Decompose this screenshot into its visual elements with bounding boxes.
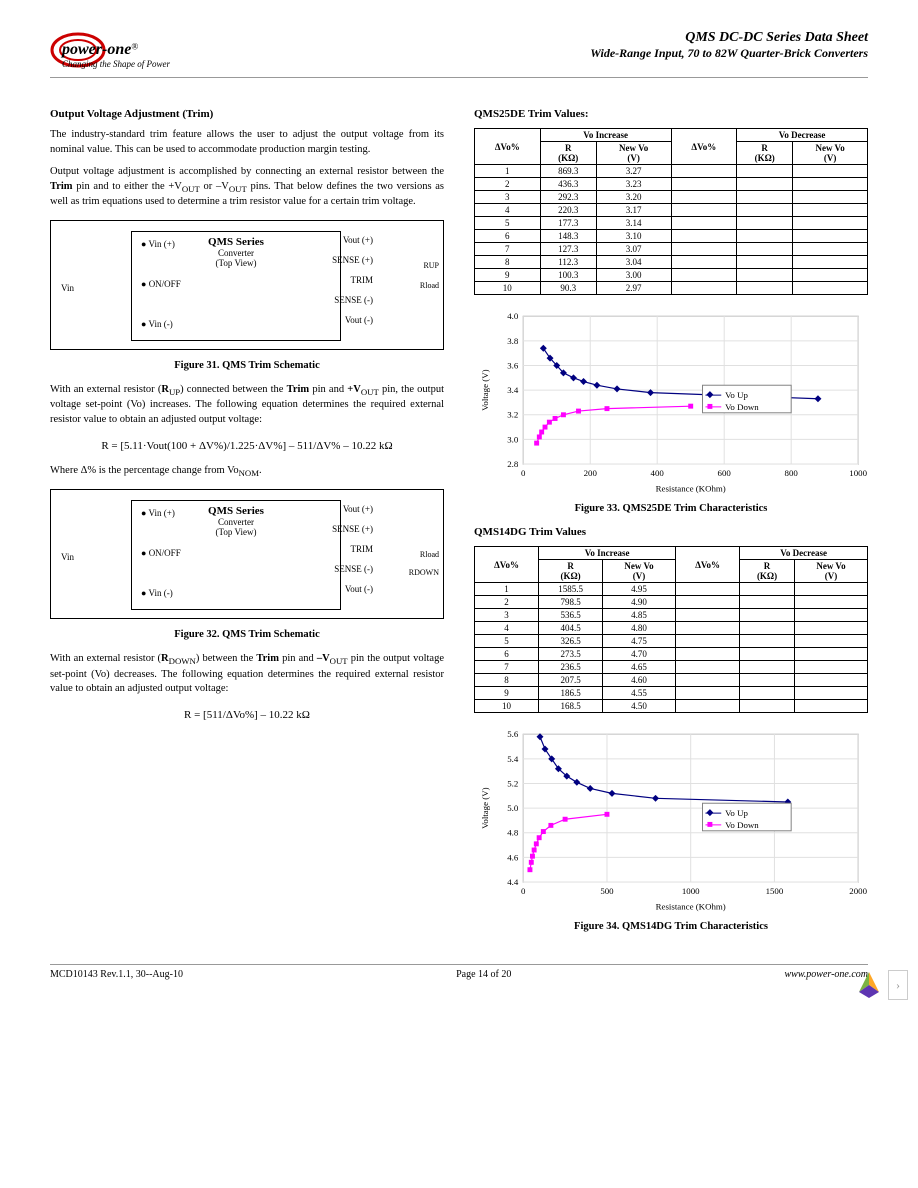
fig31-caption: Figure 31. QMS Trim Schematic [50, 360, 444, 371]
svg-text:3.6: 3.6 [507, 360, 519, 370]
table-row: 7127.33.07 [475, 243, 868, 256]
svg-text:3.2: 3.2 [507, 410, 518, 420]
table1-title: QMS25DE Trim Values: [474, 108, 868, 120]
svg-text:2000: 2000 [849, 886, 867, 896]
right-column: QMS25DE Trim Values: ΔVo%Vo IncreaseΔVo%… [474, 98, 868, 944]
svg-text:5.2: 5.2 [507, 778, 518, 788]
doc-subtitle: Wide-Range Input, 70 to 82W Quarter-Bric… [230, 46, 868, 61]
svg-text:600: 600 [718, 468, 732, 478]
table-row: 4404.54.80 [475, 622, 868, 635]
fig34-caption: Figure 34. QMS14DG Trim Characteristics [474, 921, 868, 932]
chart-qms25de: 0 200 400 600 800 1000 2.8 3.0 3.2 3.4 3.6 3.8 4.0 Re… [474, 305, 868, 495]
table-row: 9186.54.55 [475, 687, 868, 700]
svg-text:5.0: 5.0 [507, 803, 519, 813]
table-row: 10168.54.50 [475, 700, 868, 713]
svg-text:Vo Up: Vo Up [725, 390, 748, 400]
page-footer: MCD10143 Rev.1.1, 30--Aug-10 Page 14 of … [50, 964, 868, 980]
svg-text:4.8: 4.8 [507, 828, 519, 838]
table-row: 7236.54.65 [475, 661, 868, 674]
svg-text:200: 200 [584, 468, 598, 478]
svg-text:Vo Down: Vo Down [725, 820, 759, 830]
table-row: 5326.54.75 [475, 635, 868, 648]
footer-page: Page 14 of 20 [456, 969, 511, 980]
table-row: 2436.33.23 [475, 178, 868, 191]
table-row: 8112.33.04 [475, 256, 868, 269]
table-row: 1090.32.97 [475, 282, 868, 295]
table-row: 5177.33.14 [475, 217, 868, 230]
svg-text:4.0: 4.0 [507, 311, 519, 321]
svg-text:3.0: 3.0 [507, 434, 519, 444]
equation-2: R = [511/ΔVo%] – 10.22 kΩ [50, 709, 444, 721]
viewer-logo-icon [854, 970, 884, 1000]
figure-31-schematic: QMS Series Converter (Top View) Vin ● Vi… [50, 220, 444, 350]
para-method: Output voltage adjustment is accomplishe… [50, 165, 444, 210]
viewer-next-button[interactable]: › [888, 970, 908, 1000]
chart-qms14dg: 0 500 1000 1500 2000 4.4 4.6 4.8 5.0 5.2 5.4 5.6 Res… [474, 723, 868, 913]
svg-text:Voltage (V): Voltage (V) [480, 369, 490, 410]
logo-block: power-one® Changing the Shape of Power [50, 30, 230, 69]
svg-text:Resistance (KOhm): Resistance (KOhm) [656, 484, 726, 494]
svg-text:3.8: 3.8 [507, 336, 519, 346]
table2-title: QMS14DG Trim Values [474, 526, 868, 538]
para-increase: With an external resistor (RUP) connecte… [50, 383, 444, 428]
svg-text:Vo Down: Vo Down [725, 402, 759, 412]
svg-text:800: 800 [785, 468, 799, 478]
table-row: 6148.33.10 [475, 230, 868, 243]
svg-text:5.4: 5.4 [507, 754, 519, 764]
svg-text:0: 0 [521, 468, 526, 478]
svg-text:Voltage (V): Voltage (V) [480, 787, 490, 828]
trim-table-qms14dg: ΔVo%Vo IncreaseΔVo%Vo Decrease R(KΩ)New … [474, 546, 868, 713]
svg-text:4.6: 4.6 [507, 852, 519, 862]
para-delta-note: Where Δ% is the percentage change from V… [50, 464, 444, 479]
footer-rev: MCD10143 Rev.1.1, 30--Aug-10 [50, 969, 183, 980]
table-row: 1869.33.27 [475, 165, 868, 178]
section-title-trim: Output Voltage Adjustment (Trim) [50, 108, 444, 120]
table-row: 11585.54.95 [475, 583, 868, 596]
table-row: 6273.54.70 [475, 648, 868, 661]
svg-text:Vo Up: Vo Up [725, 808, 748, 818]
svg-text:500: 500 [600, 886, 614, 896]
table-row: 2798.54.90 [475, 596, 868, 609]
para-intro: The industry-standard trim feature allow… [50, 128, 444, 157]
table-row: 4220.33.17 [475, 204, 868, 217]
fig33-caption: Figure 33. QMS25DE Trim Characteristics [474, 503, 868, 514]
svg-text:5.6: 5.6 [507, 729, 519, 739]
logo-reg: ® [131, 41, 138, 51]
table-row: 8207.54.60 [475, 674, 868, 687]
svg-text:1000: 1000 [682, 886, 700, 896]
page-header: power-one® Changing the Shape of Power Q… [50, 30, 868, 78]
logo-text: power-one [62, 41, 131, 58]
svg-text:2.8: 2.8 [507, 459, 519, 469]
svg-text:4.4: 4.4 [507, 877, 519, 887]
svg-text:0: 0 [521, 886, 526, 896]
svg-text:1500: 1500 [766, 886, 784, 896]
svg-text:400: 400 [651, 468, 665, 478]
para-decrease: With an external resistor (RDOWN) betwee… [50, 652, 444, 697]
svg-text:1000: 1000 [849, 468, 867, 478]
viewer-corner-widget: › [854, 970, 908, 1000]
left-column: Output Voltage Adjustment (Trim) The ind… [50, 98, 444, 944]
equation-1: R = [5.11·Vout(100 + ΔV%)/1.225·ΔV%] – 5… [50, 440, 444, 452]
table-row: 9100.33.00 [475, 269, 868, 282]
fig32-caption: Figure 32. QMS Trim Schematic [50, 629, 444, 640]
content-columns: Output Voltage Adjustment (Trim) The ind… [50, 98, 868, 944]
svg-text:3.4: 3.4 [507, 385, 519, 395]
doc-title: QMS DC-DC Series Data Sheet [230, 30, 868, 46]
trim-table-qms25de: ΔVo%Vo IncreaseΔVo%Vo Decrease R(KΩ)New … [474, 128, 868, 295]
svg-text:Resistance (KOhm): Resistance (KOhm) [656, 902, 726, 912]
table-row: 3292.33.20 [475, 191, 868, 204]
table-row: 3536.54.85 [475, 609, 868, 622]
figure-32-schematic: QMS Series Converter (Top View) Vin ● Vi… [50, 489, 444, 619]
header-titles: QMS DC-DC Series Data Sheet Wide-Range I… [230, 30, 868, 61]
